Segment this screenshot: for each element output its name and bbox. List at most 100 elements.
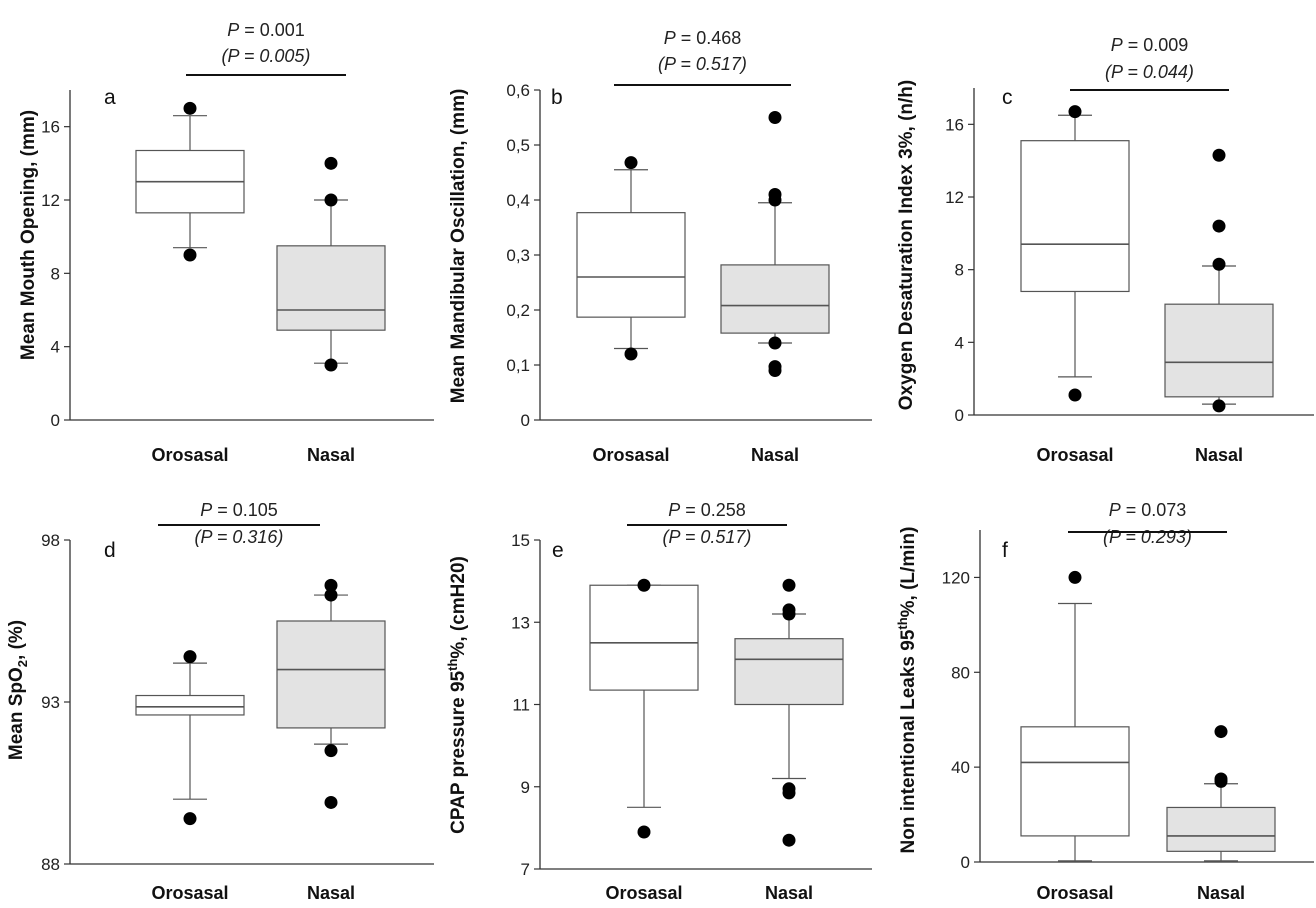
panel-c: 0 4 8 12 16 Oxygen Desaturation Index 3%, (n/… [880,0,1316,470]
box-iqr [276,620,386,729]
y-tick-label: 16 [945,115,964,134]
y-tick-label: 0 [521,411,530,430]
outlier-point [782,833,796,847]
p-value-adjusted: (P = 0.517) [658,54,747,74]
outlier-point [324,156,338,170]
outlier-point [624,156,638,170]
x-category-label: Orosasal [592,445,669,465]
panel-letter: f [1002,539,1008,562]
box-nasal [276,156,386,372]
panel-e: 7 9 11 13 15 CPAP pressure 95th%, (cmH20) e P =… [440,485,880,908]
panel-letter: c [1002,86,1013,109]
outlier-point [782,578,796,592]
outlier-point [324,193,338,207]
y-tick-label: 15 [511,531,530,550]
y-tick-label: 0 [961,853,970,872]
p-value: P = 0.105 [200,500,278,520]
x-category-label: Nasal [765,883,813,903]
y-tick-label: 0,2 [506,301,530,320]
chart-svg: 88 93 98 Mean SpO2, (%) d P = 0.105 (P = 0.316… [6,500,434,903]
y-tick-label: 40 [951,758,970,777]
outlier-point [782,607,796,621]
chart-svg: 0 0,1 0,2 0,3 0,4 0,5 0,6 Mean Mandibular Oscil… [448,28,872,465]
x-category-label: Nasal [751,445,799,465]
y-tick-label: 0,6 [506,81,530,100]
y-tick-label: 11 [512,696,530,715]
panel-a: 0 4 8 12 16 Mean Mouth Opening, (mm) a P = 0.00… [0,0,440,470]
outlier-point [768,336,782,350]
outlier-point [324,588,338,602]
y-tick-label: 88 [41,855,60,874]
y-tick-label: 8 [51,264,60,283]
box-orosasal [1020,570,1130,862]
y-tick-label: 0,1 [506,356,530,375]
box-iqr [1166,806,1276,852]
chart-svg: 7 9 11 13 15 CPAP pressure 95th%, (cmH20) e P =… [445,500,872,903]
box-iqr [1020,726,1130,837]
box-iqr [135,694,245,716]
box-iqr [720,264,830,334]
outlier-point [183,650,197,664]
box-orosasal [135,101,245,262]
outlier-point [183,248,197,262]
outlier-point [324,795,338,809]
x-category-label: Orosasal [151,445,228,465]
box-iqr [734,638,844,706]
outlier-point [1212,399,1226,413]
y-tick-label: 98 [41,531,60,550]
box-orosasal [576,156,686,361]
outlier-point [1214,725,1228,739]
y-tick-label: 4 [51,338,60,357]
p-value: P = 0.009 [1111,35,1189,55]
outlier-point [768,193,782,207]
outlier-point [324,744,338,758]
p-value: P = 0.258 [668,500,746,520]
y-tick-label: 9 [521,778,530,797]
x-category-label: Nasal [1195,445,1243,465]
outlier-point [782,786,796,800]
box-nasal [734,578,844,847]
y-tick-label: 93 [41,693,60,712]
outlier-point [1068,105,1082,119]
y-axis-label: Mean SpO2, (%) [6,620,30,760]
outlier-point [183,812,197,826]
y-tick-label: 12 [41,191,60,210]
x-category-label: Nasal [1197,883,1245,903]
outlier-point [768,364,782,377]
box-iqr [1164,303,1274,398]
outlier-point [624,347,638,361]
x-category-label: Nasal [307,883,355,903]
outlier-point [637,825,651,839]
y-tick-label: 13 [511,613,530,632]
outlier-point [183,101,197,115]
outlier-point [324,358,338,372]
panel-f: 0 40 80 120 Non intentional Leaks 95th%, (L/… [880,485,1316,908]
box-iqr [589,584,699,691]
p-value: P = 0.001 [227,20,305,40]
outlier-point [1212,257,1226,271]
y-axis-label: Oxygen Desaturation Index 3%, (n/h) [896,80,917,410]
y-tick-label: 7 [521,860,530,879]
p-value-adjusted: (P = 0.044) [1105,62,1194,82]
y-tick-label: 0 [51,411,60,430]
x-category-label: Orosasal [151,883,228,903]
y-tick-label: 120 [942,568,970,587]
y-axis-label: Non intentional Leaks 95th%, (L/min) [895,527,919,854]
outlier-point [1214,774,1228,788]
y-tick-label: 0,4 [506,191,530,210]
p-value-adjusted: (P = 0.316) [195,527,284,547]
box-iqr [276,245,386,331]
outlier-point [1212,148,1226,162]
x-category-label: Orosasal [605,883,682,903]
box-orosasal [589,578,699,839]
panel-letter: b [551,86,563,109]
p-value: P = 0.073 [1109,500,1187,520]
outlier-point [324,578,338,592]
y-tick-label: 4 [955,333,964,352]
y-tick-label: 12 [945,188,964,207]
box-orosasal [1020,105,1130,402]
box-iqr [576,212,686,318]
chart-svg: 0 40 80 120 Non intentional Leaks 95th%, (L/… [895,500,1314,903]
